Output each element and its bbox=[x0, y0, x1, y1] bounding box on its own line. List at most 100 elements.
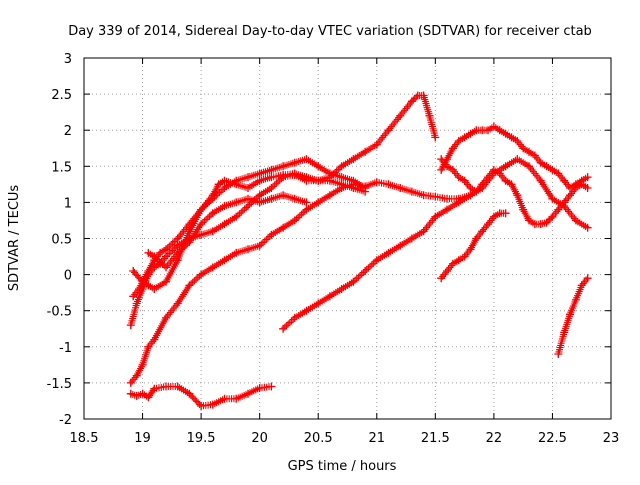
plot-frame bbox=[83, 57, 612, 420]
data-point bbox=[267, 230, 276, 239]
data-point bbox=[384, 248, 393, 257]
data-point bbox=[244, 202, 252, 210]
data-point bbox=[583, 173, 592, 182]
data-point bbox=[302, 155, 311, 164]
y-tick-labels: -2 -1.5 -1 -0.5 0 0.5 1 1.5 2 2.5 3 bbox=[47, 52, 72, 428]
series-pass-e bbox=[144, 191, 311, 272]
data-point bbox=[232, 180, 241, 189]
data-point bbox=[361, 187, 370, 196]
data-point bbox=[478, 227, 487, 236]
data-point bbox=[489, 212, 498, 221]
data-point bbox=[536, 220, 545, 229]
data-point bbox=[302, 205, 311, 214]
data-point bbox=[536, 176, 545, 185]
data-point bbox=[132, 391, 141, 400]
data-point bbox=[361, 267, 370, 275]
data-point bbox=[314, 198, 323, 207]
data-point bbox=[162, 252, 170, 261]
data-point bbox=[566, 310, 574, 319]
data-point bbox=[267, 173, 276, 182]
data-point bbox=[372, 140, 381, 149]
data-point bbox=[419, 91, 428, 100]
data-point bbox=[349, 155, 358, 164]
data-point bbox=[337, 162, 346, 171]
data-point bbox=[519, 205, 528, 214]
data-point bbox=[460, 252, 469, 261]
data-point bbox=[466, 184, 475, 192]
data-point bbox=[325, 292, 334, 301]
data-point bbox=[372, 178, 381, 187]
data-point bbox=[554, 169, 563, 178]
data-point bbox=[150, 384, 159, 393]
y-tick-label: 2 bbox=[64, 124, 72, 139]
data-point bbox=[144, 393, 153, 402]
data-point bbox=[197, 220, 206, 229]
data-point bbox=[501, 176, 510, 185]
data-point bbox=[419, 227, 428, 236]
data-point bbox=[431, 192, 440, 201]
data-point bbox=[132, 371, 141, 380]
data-point bbox=[325, 169, 334, 178]
data-point bbox=[337, 285, 346, 293]
data-point bbox=[162, 313, 170, 322]
grid bbox=[84, 58, 611, 419]
data-point bbox=[583, 223, 592, 232]
data-point bbox=[267, 194, 276, 203]
data-point bbox=[337, 173, 346, 182]
data-point bbox=[437, 155, 446, 164]
data-point bbox=[325, 176, 334, 185]
data-point bbox=[425, 111, 434, 120]
data-point bbox=[560, 328, 569, 337]
data-point bbox=[407, 97, 416, 106]
series-trace bbox=[554, 274, 592, 358]
data-point bbox=[525, 162, 533, 171]
data-point bbox=[138, 389, 147, 398]
data-point bbox=[162, 263, 170, 272]
data-point bbox=[560, 198, 569, 207]
data-point bbox=[220, 256, 229, 265]
data-point bbox=[495, 126, 504, 135]
data-point bbox=[279, 162, 288, 171]
data-point bbox=[302, 173, 311, 182]
data-point bbox=[290, 216, 299, 225]
x-tick-label: 20 bbox=[251, 431, 268, 446]
y-tick-label: -0.5 bbox=[47, 305, 72, 320]
data-point bbox=[443, 162, 451, 171]
data-point bbox=[466, 129, 475, 138]
data-point bbox=[197, 270, 206, 279]
data-point bbox=[162, 382, 170, 391]
x-tick-label: 22 bbox=[486, 431, 503, 446]
data-point bbox=[513, 137, 522, 145]
data-point bbox=[571, 216, 580, 225]
data-point bbox=[279, 223, 288, 232]
data-point bbox=[208, 263, 217, 272]
data-point bbox=[279, 191, 288, 200]
data-point bbox=[349, 184, 358, 192]
data-point bbox=[220, 184, 229, 192]
data-point bbox=[302, 198, 311, 207]
data-point bbox=[507, 133, 516, 142]
data-point bbox=[220, 202, 229, 210]
chart-title: Day 339 of 2014, Sidereal Day-to-day VTE… bbox=[68, 24, 592, 39]
series-trace bbox=[127, 178, 474, 387]
data-point bbox=[290, 158, 299, 167]
data-point bbox=[255, 198, 264, 207]
data-point bbox=[232, 394, 241, 403]
series-layer bbox=[126, 91, 592, 410]
x-tick-label: 21 bbox=[369, 431, 386, 446]
data-point bbox=[583, 274, 592, 283]
y-tick-label: 1 bbox=[64, 196, 72, 211]
data-point bbox=[279, 324, 288, 333]
data-point bbox=[138, 277, 147, 286]
data-point bbox=[208, 400, 217, 409]
data-point bbox=[513, 191, 522, 200]
data-point bbox=[519, 144, 528, 153]
data-point bbox=[185, 281, 194, 290]
data-point bbox=[501, 162, 510, 171]
data-point bbox=[396, 111, 405, 120]
data-point bbox=[150, 252, 159, 261]
data-point bbox=[530, 151, 539, 160]
data-point bbox=[495, 169, 504, 178]
data-point bbox=[290, 194, 299, 203]
data-point bbox=[185, 389, 194, 398]
